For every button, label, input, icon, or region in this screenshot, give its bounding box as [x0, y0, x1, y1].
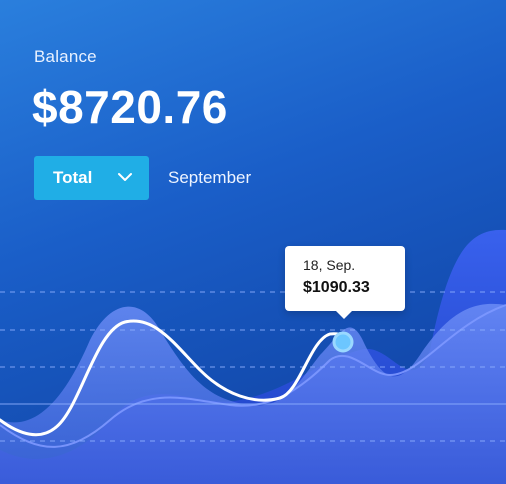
chart-tooltip: 18, Sep. $1090.33	[285, 246, 405, 319]
total-dropdown[interactable]: Total	[34, 156, 149, 200]
balance-value: $8720.76	[32, 81, 228, 133]
balance-label: Balance	[34, 47, 97, 66]
chart-highlight-point[interactable]	[332, 331, 354, 353]
chart-area-mid	[0, 303, 506, 484]
tooltip-date: 18, Sep.	[303, 257, 356, 273]
chart-line-primary	[0, 319, 348, 437]
chart-gridlines	[0, 291, 506, 442]
total-dropdown-label: Total	[53, 168, 93, 187]
chevron-down-icon	[118, 173, 132, 181]
period-label: September	[168, 168, 252, 187]
tooltip-value: $1090.33	[303, 279, 370, 296]
